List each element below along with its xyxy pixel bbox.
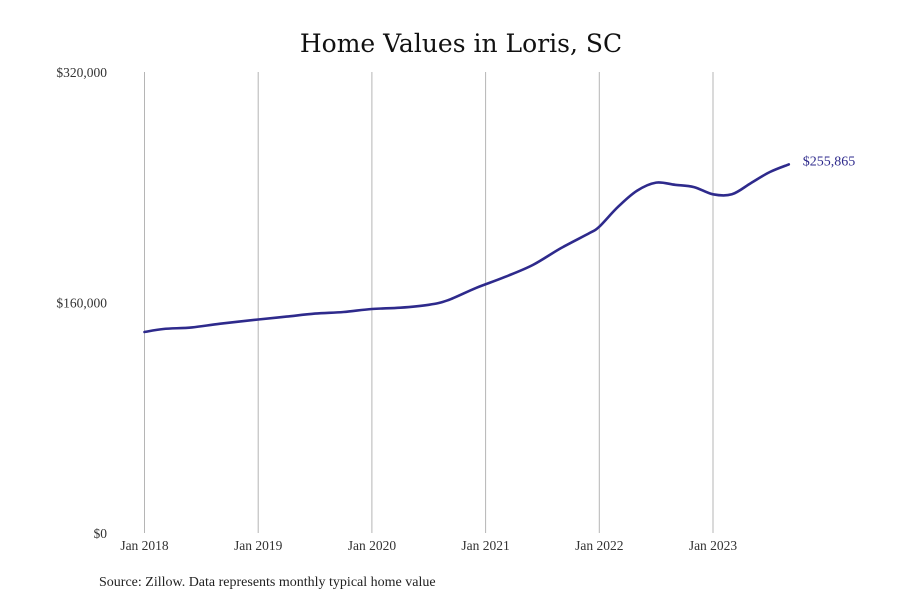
x-tick-label: Jan 2022 <box>575 538 623 553</box>
gridlines <box>144 72 714 533</box>
y-tick-label: $0 <box>94 526 108 541</box>
x-tick-label: Jan 2019 <box>234 538 283 553</box>
y-tick-label: $160,000 <box>56 296 107 311</box>
x-tick-label: Jan 2023 <box>689 538 738 553</box>
x-tick-label: Jan 2018 <box>120 538 169 553</box>
chart-title: Home Values in Loris, SC <box>300 29 622 58</box>
y-axis: $0 $160,000 $320,000 <box>56 65 107 541</box>
end-value-label: $255,865 <box>803 154 856 169</box>
y-tick-label: $320,000 <box>56 65 107 80</box>
series-line <box>143 163 791 334</box>
x-axis: Jan 2018 Jan 2019 Jan 2020 Jan 2021 Jan 2022… <box>120 538 737 553</box>
x-tick-label: Jan 2021 <box>461 538 509 553</box>
x-tick-label: Jan 2020 <box>348 538 397 553</box>
series-layer: $255,865 <box>143 154 856 334</box>
source-note: Source: Zillow. Data represents monthly … <box>99 575 436 590</box>
